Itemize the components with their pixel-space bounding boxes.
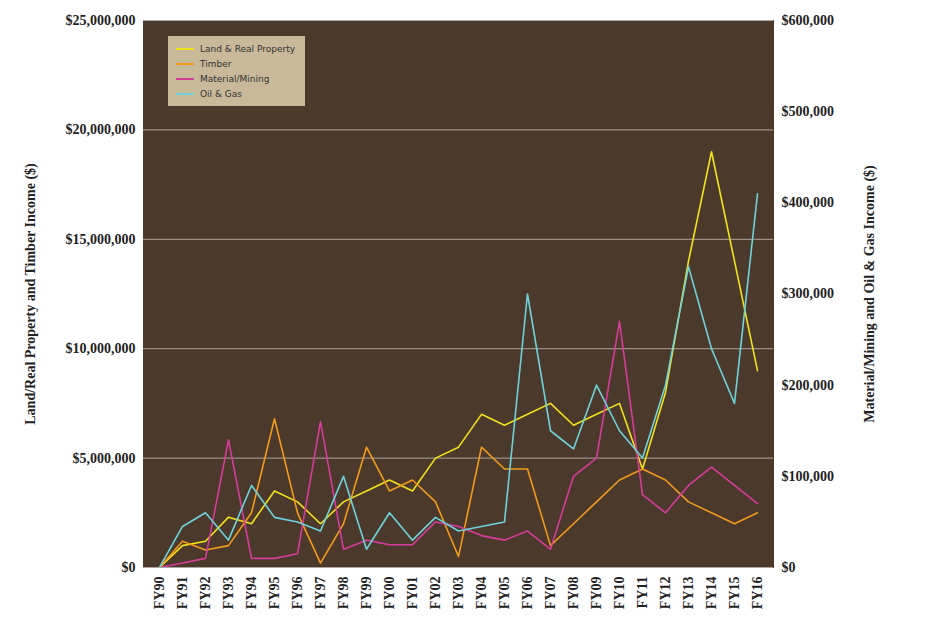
svg-text:FY08: FY08: [566, 577, 581, 610]
svg-text:FY04: FY04: [474, 577, 489, 610]
svg-text:FY01: FY01: [405, 577, 420, 610]
svg-text:FY03: FY03: [451, 577, 466, 610]
svg-text:FY96: FY96: [290, 577, 305, 610]
svg-text:FY95: FY95: [267, 577, 282, 610]
svg-text:$300,000: $300,000: [782, 286, 835, 301]
svg-text:FY07: FY07: [543, 577, 558, 610]
svg-text:$100,000: $100,000: [782, 469, 835, 484]
svg-text:$0: $0: [122, 560, 136, 575]
svg-text:$10,000,000: $10,000,000: [66, 341, 136, 356]
svg-text:FY05: FY05: [497, 577, 512, 610]
svg-text:FY15: FY15: [727, 577, 742, 610]
svg-text:$20,000,000: $20,000,000: [66, 122, 136, 137]
html-text:Timber: Timber: [200, 58, 232, 69]
svg-text:FY09: FY09: [589, 577, 604, 610]
svg-text:FY94: FY94: [244, 577, 259, 610]
svg-text:FY98: FY98: [336, 577, 351, 610]
svg-text:FY02: FY02: [428, 577, 443, 610]
svg-text:Material/Mining and Oil & Gas: Material/Mining and Oil & Gas Income ($): [862, 165, 878, 423]
svg-text:$0: $0: [782, 560, 796, 575]
svg-text:FY14: FY14: [704, 577, 719, 610]
svg-text:$25,000,000: $25,000,000: [66, 13, 136, 28]
svg-text:FY06: FY06: [520, 577, 535, 610]
svg-text:FY13: FY13: [681, 577, 696, 610]
svg-text:Land/Real Property and Timber: Land/Real Property and Timber Income ($): [23, 163, 39, 425]
svg-text:FY99: FY99: [359, 577, 374, 610]
svg-text:$15,000,000: $15,000,000: [66, 232, 136, 247]
html-text:Land & Real Property: Land & Real Property: [200, 43, 295, 54]
svg-text:FY16: FY16: [750, 577, 765, 610]
svg-text:FY11: FY11: [635, 577, 650, 609]
svg-text:$600,000: $600,000: [782, 13, 835, 28]
svg-text:FY00: FY00: [382, 577, 397, 610]
svg-text:FY93: FY93: [221, 577, 236, 610]
svg-text:FY97: FY97: [313, 577, 328, 610]
svg-text:FY91: FY91: [175, 577, 190, 610]
svg-text:$200,000: $200,000: [782, 378, 835, 393]
svg-text:FY12: FY12: [658, 577, 673, 610]
svg-text:$400,000: $400,000: [782, 195, 835, 210]
svg-text:$5,000,000: $5,000,000: [73, 451, 136, 466]
svg-text:FY90: FY90: [152, 577, 167, 610]
svg-text:FY10: FY10: [612, 577, 627, 610]
svg-text:FY92: FY92: [198, 577, 213, 610]
svg-text:$500,000: $500,000: [782, 104, 835, 119]
html-text:Oil & Gas: Oil & Gas: [200, 88, 242, 99]
html-text:Material/Mining: Material/Mining: [200, 73, 270, 84]
